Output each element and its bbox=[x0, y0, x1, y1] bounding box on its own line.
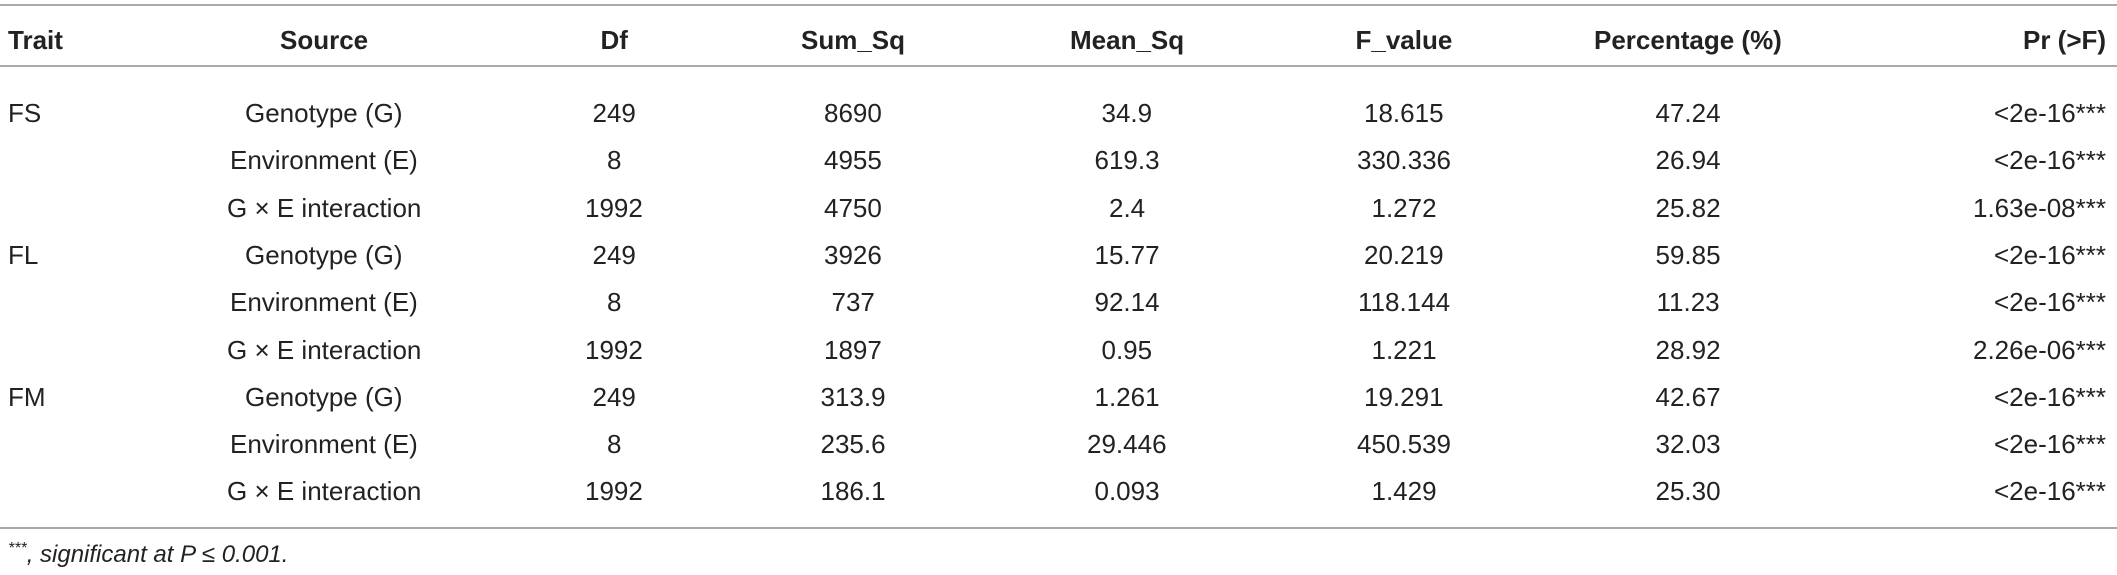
data-cell: 249 bbox=[592, 239, 636, 270]
header-cell: Sum_Sq bbox=[801, 25, 906, 55]
data-cell: 249 bbox=[592, 98, 636, 128]
data-cell: 1897 bbox=[824, 334, 882, 365]
data-cell: 235.6 bbox=[820, 429, 886, 460]
header-rule bbox=[0, 65, 2117, 67]
data-cell: G × E interaction bbox=[227, 192, 422, 223]
data-cell: 0.093 bbox=[1094, 476, 1160, 507]
data-cell: 1992 bbox=[585, 192, 643, 223]
data-cell: 8 bbox=[607, 287, 622, 318]
header-cell: Percentage (%) bbox=[1594, 25, 1782, 55]
data-cell: 1.221 bbox=[1371, 334, 1437, 365]
data-cell: <2e-16*** bbox=[1994, 145, 2107, 176]
header-cell: Source bbox=[280, 25, 369, 55]
data-cell: 313.9 bbox=[820, 381, 886, 412]
data-cell: Genotype (G) bbox=[245, 239, 403, 270]
data-cell: 29.446 bbox=[1087, 429, 1167, 460]
data-cell: 25.82 bbox=[1655, 192, 1721, 223]
data-cell: 4750 bbox=[824, 192, 882, 223]
data-cell: 20.219 bbox=[1364, 239, 1444, 270]
data-cell: 1.272 bbox=[1371, 192, 1437, 223]
data-cell: 15.77 bbox=[1094, 239, 1160, 270]
data-cell: 737 bbox=[831, 287, 875, 318]
data-cell: 18.615 bbox=[1364, 98, 1444, 128]
data-cell: <2e-16*** bbox=[1994, 287, 2107, 318]
data-cell: 92.14 bbox=[1094, 287, 1160, 318]
data-cell: 59.85 bbox=[1655, 239, 1721, 270]
trait-cell: FL bbox=[8, 239, 39, 270]
data-cell: <2e-16*** bbox=[1994, 476, 2107, 507]
data-cell: 26.94 bbox=[1655, 145, 1721, 176]
trait-cell: FS bbox=[8, 98, 42, 128]
data-cell: 8690 bbox=[824, 98, 882, 128]
header-cell: Mean_Sq bbox=[1070, 25, 1185, 55]
data-cell: 2.4 bbox=[1109, 192, 1146, 223]
data-cell: 28.92 bbox=[1655, 334, 1721, 365]
data-cell: 8 bbox=[607, 145, 622, 176]
header-cell: Trait bbox=[8, 25, 63, 55]
data-cell: <2e-16*** bbox=[1994, 381, 2107, 412]
data-cell: Environment (E) bbox=[230, 287, 418, 318]
data-cell: 32.03 bbox=[1655, 429, 1721, 460]
trait-cell: FM bbox=[8, 381, 46, 412]
header-cell: F_value bbox=[1355, 25, 1453, 55]
data-cell: 2.26e-06*** bbox=[1973, 334, 2106, 365]
data-cell: 619.3 bbox=[1094, 145, 1160, 176]
data-cell: 186.1 bbox=[820, 476, 886, 507]
data-cell: <2e-16*** bbox=[1994, 239, 2107, 270]
data-cell: Genotype (G) bbox=[245, 98, 403, 128]
data-cell: 330.336 bbox=[1357, 145, 1451, 176]
footnote-text: , significant at P ≤ 0.001. bbox=[26, 541, 289, 568]
data-cell: 118.144 bbox=[1358, 287, 1451, 318]
data-cell: 42.67 bbox=[1655, 381, 1721, 412]
data-cell: 11.23 bbox=[1656, 287, 1720, 318]
footnote-mark: *** bbox=[8, 540, 27, 557]
data-cell: <2e-16*** bbox=[1994, 98, 2107, 128]
data-cell: 25.30 bbox=[1655, 476, 1721, 507]
data-cell: 0.95 bbox=[1101, 334, 1153, 365]
data-cell: 1992 bbox=[585, 334, 643, 365]
data-cell: Genotype (G) bbox=[245, 381, 403, 412]
data-cell: <2e-16*** bbox=[1994, 429, 2107, 460]
header-cell: Pr (>F) bbox=[2023, 25, 2107, 55]
data-cell: 3926 bbox=[824, 239, 882, 270]
data-cell: 450.539 bbox=[1357, 429, 1451, 460]
data-cell: 1.261 bbox=[1094, 381, 1160, 412]
data-cell: 8 bbox=[607, 429, 622, 460]
data-cell: 249 bbox=[592, 381, 636, 412]
data-cell: 1.63e-08*** bbox=[1973, 192, 2106, 223]
data-cell: Environment (E) bbox=[230, 145, 418, 176]
footnote: ***, significant at P ≤ 0.001. bbox=[8, 540, 288, 569]
bottom-rule bbox=[0, 527, 2117, 529]
data-cell: 1992 bbox=[585, 476, 643, 507]
header-cell: Df bbox=[600, 25, 628, 55]
data-cell: 1.429 bbox=[1371, 476, 1437, 507]
data-cell: Environment (E) bbox=[230, 429, 418, 460]
data-cell: 34.9 bbox=[1101, 98, 1153, 128]
data-cell: 19.291 bbox=[1364, 381, 1444, 412]
data-cell: G × E interaction bbox=[227, 334, 422, 365]
top-rule bbox=[0, 4, 2117, 6]
data-cell: G × E interaction bbox=[227, 476, 422, 507]
data-cell: 4955 bbox=[824, 145, 882, 176]
data-cell: 47.24 bbox=[1655, 98, 1721, 128]
